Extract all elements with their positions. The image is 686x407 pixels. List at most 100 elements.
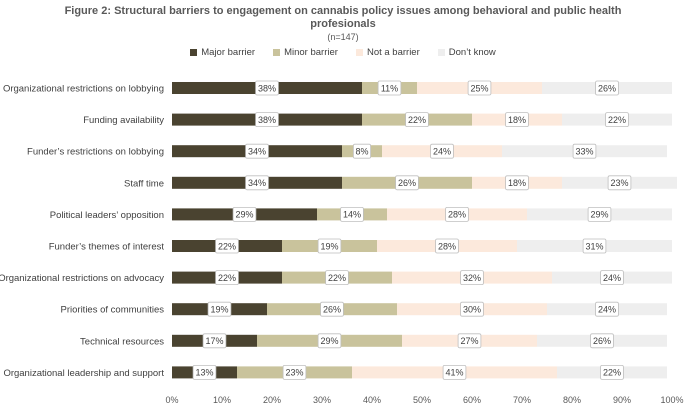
data-label-box-funder-s-themes-of-interest-don-t-know [582, 238, 607, 254]
category-label-technical-resources: Technical resources [80, 336, 164, 347]
x-tick-label-5: 50% [413, 395, 431, 405]
data-label-box-organizational-leadership-and-support-major-barrier [192, 364, 217, 380]
data-label-staff-time-minor-barrier: 26% [398, 178, 416, 188]
data-label-box-funding-availability-major-barrier [255, 112, 279, 127]
data-label-funding-availability-major-barrier: 38% [258, 115, 276, 125]
data-label-box-organizational-restrictions-on-lobbying-don-t-know [595, 80, 619, 96]
data-label-priorities-of-communities-don-t-know: 24% [598, 305, 616, 315]
data-label-organizational-leadership-and-support-don-t-know: 22% [603, 368, 621, 378]
data-label-box-staff-time-not-a-barrier [505, 175, 529, 191]
data-label-funder-s-restrictions-on-lobbying-major-barrier: 34% [248, 147, 266, 157]
chart-title-line1: Figure 2: Structural barriers to engagem… [64, 5, 622, 17]
legend-swatch-minor-barrier [273, 49, 281, 56]
category-label-staff-time: Staff time [124, 178, 164, 189]
category-label-organizational-leadership-and-support: Organizational leadership and support [3, 368, 164, 379]
x-tick-label-8: 80% [563, 395, 581, 405]
data-label-funding-availability-minor-barrier: 22% [408, 115, 426, 125]
data-label-staff-time-not-a-barrier: 18% [508, 178, 526, 188]
data-label-priorities-of-communities-minor-barrier: 26% [323, 305, 341, 315]
data-label-box-funder-s-restrictions-on-lobbying-minor-barrier [352, 143, 371, 159]
category-label-funding-availability: Funding availability [83, 115, 164, 126]
data-label-organizational-restrictions-on-lobbying-not-a-barrier: 25% [470, 83, 488, 93]
legend-item-not-a-barrier: Not a barrier [355, 47, 420, 58]
data-label-box-technical-resources-not-a-barrier [457, 333, 482, 349]
legend-label-major-barrier: Major barrier [201, 47, 256, 58]
data-label-box-funder-s-themes-of-interest-major-barrier [215, 238, 239, 254]
data-label-box-funder-s-themes-of-interest-minor-barrier [317, 238, 342, 254]
x-tick-label-3: 30% [313, 395, 331, 405]
data-label-organizational-restrictions-on-lobbying-minor-barrier: 11% [381, 83, 398, 93]
data-label-box-organizational-leadership-and-support-don-t-know [600, 364, 624, 380]
legend-label-dont-know: Don’t know [448, 47, 496, 58]
category-label-funder-s-themes-of-interest: Funder’s themes of interest [49, 242, 165, 253]
x-tick-label-10: 100% [660, 395, 683, 405]
data-label-box-organizational-restrictions-on-advocacy-major-barrier [215, 270, 239, 286]
data-label-box-staff-time-minor-barrier [395, 175, 419, 191]
data-label-organizational-restrictions-on-advocacy-major-barrier: 22% [218, 273, 236, 283]
data-label-staff-time-don-t-know: 23% [610, 178, 628, 188]
data-label-staff-time-major-barrier: 34% [248, 178, 266, 188]
legend-item-minor-barrier: Minor barrier [273, 47, 338, 58]
x-tick-label-9: 90% [613, 395, 631, 405]
x-tick-label-4: 40% [363, 395, 381, 405]
data-label-box-funding-availability-minor-barrier [405, 112, 429, 127]
x-tick-label-7: 70% [513, 395, 531, 405]
data-label-box-political-leaders-opposition-don-t-know [587, 206, 612, 222]
category-label-organizational-restrictions-on-advocacy: Organizational restrictions on advocacy [0, 273, 164, 284]
data-label-priorities-of-communities-not-a-barrier: 30% [463, 305, 481, 315]
data-label-organizational-restrictions-on-advocacy-not-a-barrier: 32% [463, 273, 481, 283]
data-label-box-political-leaders-opposition-major-barrier [232, 206, 257, 222]
data-label-box-organizational-restrictions-on-lobbying-minor-barrier [377, 80, 402, 96]
data-label-funder-s-themes-of-interest-not-a-barrier: 28% [438, 241, 456, 251]
x-tick-label-0: 0% [165, 395, 178, 405]
data-label-political-leaders-opposition-not-a-barrier: 28% [448, 210, 466, 220]
data-label-box-funding-availability-don-t-know [605, 112, 629, 127]
data-label-box-technical-resources-don-t-know [590, 333, 614, 349]
data-label-box-organizational-leadership-and-support-not-a-barrier [442, 364, 467, 380]
data-label-funder-s-restrictions-on-lobbying-minor-barrier: 8% [355, 147, 368, 157]
data-label-technical-resources-major-barrier: 17% [205, 336, 223, 346]
legend-item-dont-know: Don’t know [437, 47, 496, 58]
x-tick-label-6: 60% [463, 395, 481, 405]
chart-title-line2: profesionals [310, 18, 376, 30]
data-label-political-leaders-opposition-minor-barrier: 14% [343, 210, 361, 220]
data-label-box-organizational-restrictions-on-lobbying-major-barrier [255, 80, 279, 96]
data-label-box-funder-s-restrictions-on-lobbying-major-barrier [245, 143, 269, 159]
data-label-organizational-restrictions-on-lobbying-don-t-know: 26% [598, 83, 616, 93]
data-label-technical-resources-minor-barrier: 29% [320, 336, 338, 346]
category-label-organizational-restrictions-on-lobbying: Organizational restrictions on lobbying [3, 84, 164, 95]
data-label-priorities-of-communities-major-barrier: 19% [210, 305, 228, 315]
data-label-box-priorities-of-communities-not-a-barrier [460, 301, 484, 317]
legend-swatch-not-a-barrier [355, 49, 363, 56]
data-label-organizational-restrictions-on-advocacy-don-t-know: 24% [603, 273, 621, 283]
category-label-priorities-of-communities: Priorities of communities [61, 305, 165, 316]
data-label-box-priorities-of-communities-minor-barrier [320, 301, 344, 317]
data-label-box-political-leaders-opposition-not-a-barrier [445, 206, 469, 222]
data-label-box-organizational-restrictions-on-lobbying-not-a-barrier [467, 80, 492, 96]
data-label-funding-availability-don-t-know: 22% [608, 115, 626, 125]
data-label-organizational-restrictions-on-lobbying-major-barrier: 38% [258, 83, 276, 93]
data-label-technical-resources-not-a-barrier: 27% [460, 336, 478, 346]
data-label-political-leaders-opposition-major-barrier: 29% [235, 210, 253, 220]
data-label-box-priorities-of-communities-major-barrier [207, 301, 232, 317]
data-label-organizational-leadership-and-support-major-barrier: 13% [195, 368, 213, 378]
data-label-box-priorities-of-communities-don-t-know [595, 301, 619, 317]
data-label-funding-availability-not-a-barrier: 18% [508, 115, 526, 125]
data-label-box-funder-s-restrictions-on-lobbying-don-t-know [572, 143, 597, 159]
legend-swatch-major-barrier [190, 49, 198, 56]
x-tick-label-1: 10% [213, 395, 231, 405]
data-label-box-staff-time-don-t-know [607, 175, 632, 191]
category-label-political-leaders-opposition: Political leaders’ opposition [50, 210, 164, 221]
data-label-box-staff-time-major-barrier [245, 175, 269, 191]
data-label-box-organizational-leadership-and-support-minor-barrier [282, 364, 307, 380]
data-label-political-leaders-opposition-don-t-know: 29% [590, 210, 608, 220]
data-label-box-technical-resources-minor-barrier [317, 333, 342, 349]
legend-label-not-a-barrier: Not a barrier [366, 47, 420, 58]
data-label-box-funder-s-restrictions-on-lobbying-not-a-barrier [430, 143, 454, 159]
data-label-funder-s-restrictions-on-lobbying-not-a-barrier: 24% [433, 147, 451, 157]
category-label-funder-s-restrictions-on-lobbying: Funder’s restrictions on lobbying [27, 147, 164, 158]
legend-label-minor-barrier: Minor barrier [284, 47, 338, 58]
data-label-box-technical-resources-major-barrier [202, 333, 227, 349]
